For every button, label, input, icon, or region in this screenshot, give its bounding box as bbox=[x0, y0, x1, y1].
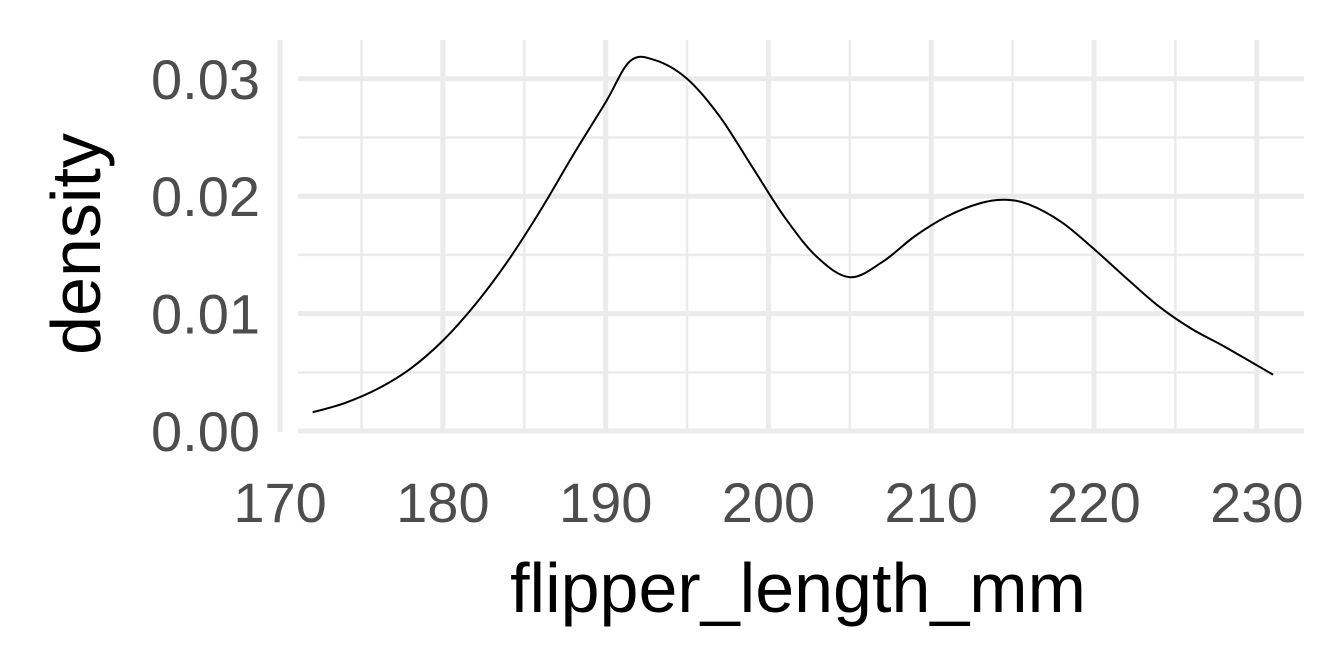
y-tick-label: 0.03 bbox=[151, 48, 260, 111]
y-tick-labels: 0.00 0.01 0.02 0.03 bbox=[151, 48, 260, 463]
minor-gridlines bbox=[298, 40, 1304, 432]
x-tick-label: 190 bbox=[559, 471, 652, 534]
x-tick-label: 220 bbox=[1047, 471, 1140, 534]
y-axis-title: density bbox=[37, 133, 115, 355]
y-tick-label: 0.00 bbox=[151, 400, 260, 463]
x-axis-title: flipper_length_mm bbox=[510, 549, 1086, 627]
x-tick-label: 210 bbox=[885, 471, 978, 534]
series-layer bbox=[312, 55, 1274, 414]
major-gridlines bbox=[277, 40, 1304, 434]
x-tick-label: 200 bbox=[722, 471, 815, 534]
x-tick-labels: 170 180 190 200 210 220 230 bbox=[233, 471, 1303, 534]
x-tick-label: 170 bbox=[233, 471, 326, 534]
x-tick-label: 230 bbox=[1210, 471, 1303, 534]
y-tick-label: 0.01 bbox=[151, 283, 260, 346]
density-line bbox=[312, 55, 1274, 414]
y-tick-label: 0.02 bbox=[151, 165, 260, 228]
x-tick-label: 180 bbox=[396, 471, 489, 534]
